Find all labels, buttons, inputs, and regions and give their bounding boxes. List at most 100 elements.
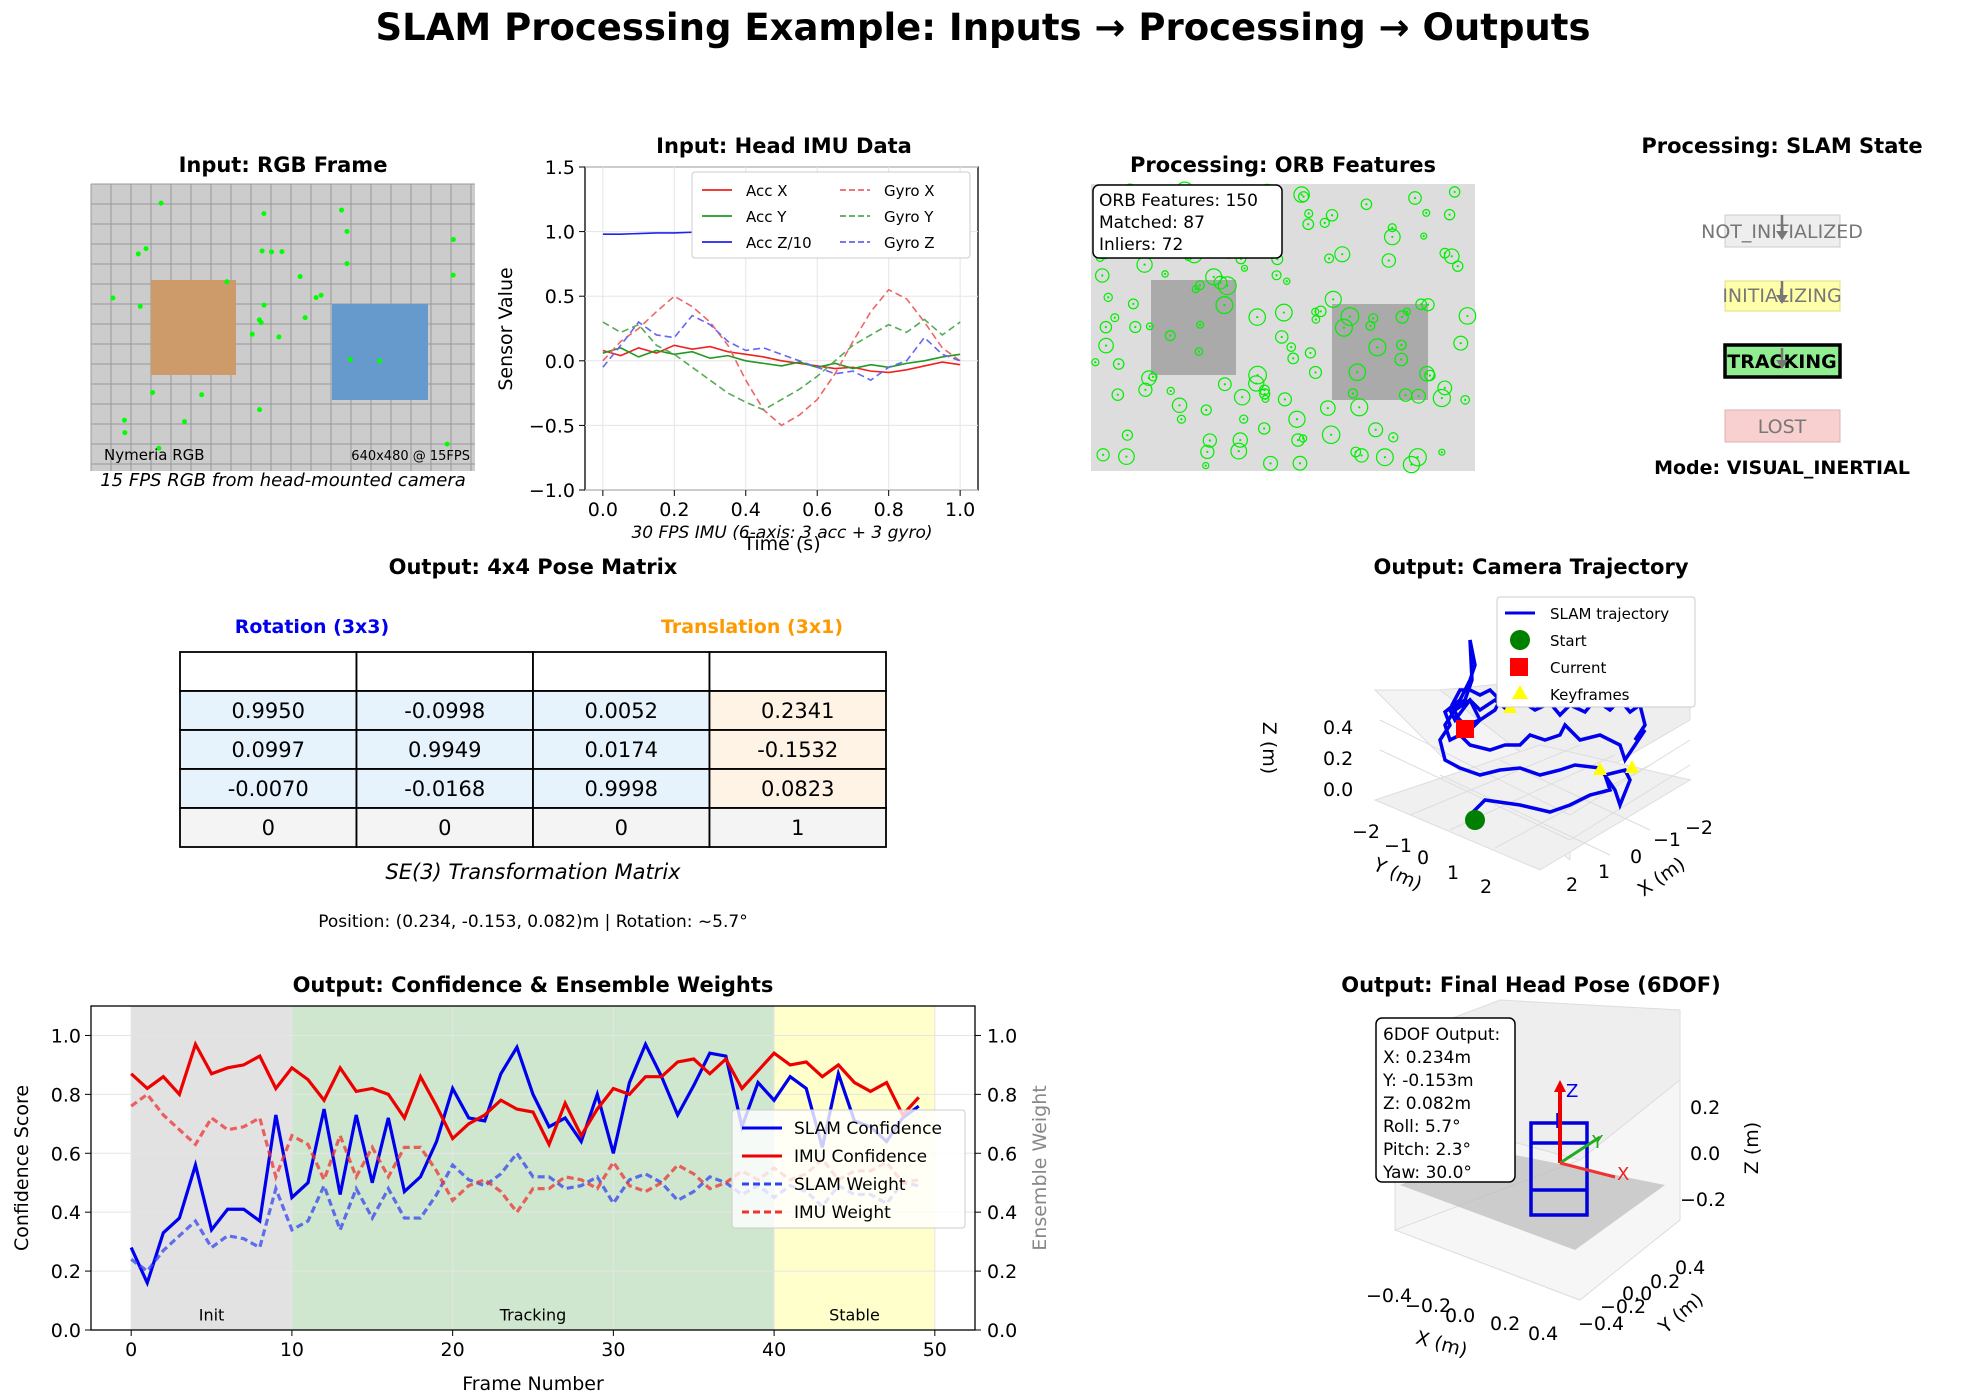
orb-keypoint-center: [1404, 394, 1407, 397]
orb-keypoint: [1239, 414, 1249, 424]
imu-legend-box: [691, 171, 971, 259]
imu-caption: 30 FPS IMU (6-axis: 3 acc + 3 gyro): [631, 523, 932, 543]
pose-cell: [708, 768, 887, 809]
conf-legend-items: SLAM Confidence IMU Confidence SLAM Weight…: [742, 1119, 942, 1223]
orb-keypoint-center: [1180, 418, 1183, 421]
orb-keypoint: [1408, 191, 1422, 205]
imu-legend: Acc X Acc Y Acc Z/10 Gyro X Gyro Y Gyro Z: [691, 171, 971, 259]
y2-tick-label: 0.0: [987, 1320, 1017, 1342]
trajectory-panel: Output: Camera Trajectory: [1258, 555, 1713, 901]
series-line-acc-x: [602, 344, 961, 374]
orb-keypoint-center: [1263, 427, 1266, 430]
rgb-feature-point: [344, 228, 350, 234]
orb-keypoint: [1110, 313, 1120, 323]
head-z-ticks: 0.2 0.0 −0.2: [1680, 1097, 1726, 1211]
orb-keypoint: [1232, 432, 1248, 448]
orb-keypoint: [1091, 358, 1100, 367]
y-tick-label: 0.4: [51, 1202, 81, 1224]
pose-cell-value: -0.0168: [404, 777, 485, 801]
orb-keypoint-center: [1269, 462, 1272, 465]
orb-keypoint-center: [1134, 325, 1137, 329]
orb-keypoint-center: [1280, 335, 1283, 339]
orb-keypoint-center: [1420, 303, 1423, 306]
orb-keypoint: [1248, 365, 1267, 385]
orb-keypoint: [1438, 448, 1446, 456]
series-line-gyro-z: [602, 314, 961, 382]
imu-legend-label: Gyro Z: [884, 234, 935, 252]
imu-ticks: 0.0 0.2 0.4 0.6 0.8 1.0 −1.0 −0.5 0.0 0.5 1.0 1.5: [529, 157, 975, 521]
imu-chart-panel: Input: Head IMU Data 0.0 0.2 0.4 0.6 0.8 1.0 −…: [495, 134, 979, 555]
orb-keypoint-center: [1440, 451, 1443, 454]
x-tick-label: 10: [280, 1339, 304, 1361]
orb-keypoint: [1098, 337, 1114, 354]
rgb-feature-point: [444, 441, 450, 447]
orb-keypoint-center: [1147, 377, 1151, 380]
orb-keypoint: [1324, 290, 1342, 309]
imu-title: Input: Head IMU Data: [656, 134, 912, 158]
orb-keypoint-center: [1144, 388, 1147, 391]
orb-keypoint: [1347, 388, 1359, 399]
orb-keypoint: [1334, 246, 1351, 263]
rgb-feature-point: [259, 248, 265, 254]
orb-keypoint-center: [1302, 195, 1305, 198]
orb-info-matched: Matched: 87: [1099, 213, 1205, 233]
pose-cell-value: 1: [791, 816, 804, 840]
orb-keypoint: [1368, 313, 1379, 324]
orb-keypoint: [1319, 400, 1336, 416]
orb-keypoint-center: [1163, 272, 1167, 276]
orb-keypoint-center: [1440, 396, 1443, 400]
orb-keypoint-center: [1307, 212, 1310, 215]
orb-keypoint: [1360, 198, 1373, 211]
orb-keypoint: [1460, 395, 1471, 405]
conf-title: Output: Confidence & Ensemble Weights: [293, 973, 774, 997]
conf-legend-box: [731, 1109, 966, 1229]
orb-keypoint: [1240, 264, 1249, 272]
traj-x-tick: 1: [1598, 861, 1610, 883]
orb-keypoint-center: [1169, 389, 1172, 393]
pose-cell-value: -0.0998: [404, 699, 485, 723]
orb-keypoint-center: [1309, 351, 1312, 355]
orb-keypoint-center: [1443, 386, 1446, 389]
orb-keypoint-center: [1348, 315, 1351, 318]
orb-keypoint: [1230, 442, 1248, 460]
orb-keypoint: [1402, 455, 1421, 474]
conf-region-label: Init: [199, 1305, 225, 1324]
state-box-lost: [1724, 409, 1841, 443]
rgb-frame-panel: Input: RGB Frame Nymeria RGB 640x480 @ 1…: [90, 153, 475, 491]
orb-keypoint: [1293, 186, 1310, 203]
orb-keypoint: [1271, 270, 1282, 281]
orb-keypoint-center: [1256, 315, 1259, 319]
y-tick-label: −0.5: [529, 415, 575, 437]
orb-keypoint: [1215, 296, 1234, 315]
y2-tick-label: 0.6: [987, 1143, 1017, 1165]
orb-keypoint-center: [1401, 315, 1404, 319]
series-line-gyro-y: [602, 318, 961, 411]
imu-legend-label: Gyro X: [884, 182, 935, 200]
pose-cell: [179, 690, 358, 731]
head-x-tick: 0.2: [1490, 1313, 1520, 1335]
orb-keypoint: [1166, 386, 1175, 396]
orb-keypoint-center: [1113, 316, 1116, 319]
rgb-feature-point: [224, 279, 230, 285]
traj-title: Output: Camera Trajectory: [1373, 555, 1688, 579]
orb-object-left: [1151, 280, 1236, 375]
orb-keypoint: [1350, 446, 1362, 458]
traj-legend-start: Start: [1550, 632, 1587, 650]
traj-current-marker: [1456, 720, 1474, 738]
rgb-feature-point: [137, 303, 143, 309]
orb-keypoint: [1422, 208, 1431, 217]
state-mode: Mode: VISUAL_INERTIAL: [1654, 457, 1910, 479]
pose-cell: [532, 729, 711, 770]
orb-keypoint: [1286, 342, 1297, 353]
rgb-blue-object: [332, 304, 428, 400]
series-line-slam-weight: [130, 1150, 920, 1274]
orb-keypoint: [1196, 320, 1205, 329]
orb-keypoint-center: [1132, 302, 1135, 305]
head-y-ticks: 0.4 0.2 0.0 −0.2 −0.4: [1578, 1257, 1705, 1335]
orb-keypoint: [1176, 414, 1187, 424]
imu-legend-label: Acc Y: [746, 208, 787, 226]
orb-keypoint: [1103, 292, 1113, 303]
orb-keypoint: [1319, 217, 1330, 229]
orb-keypoint-center: [1197, 350, 1201, 353]
imu-legend-label: Acc Z/10: [746, 234, 812, 252]
